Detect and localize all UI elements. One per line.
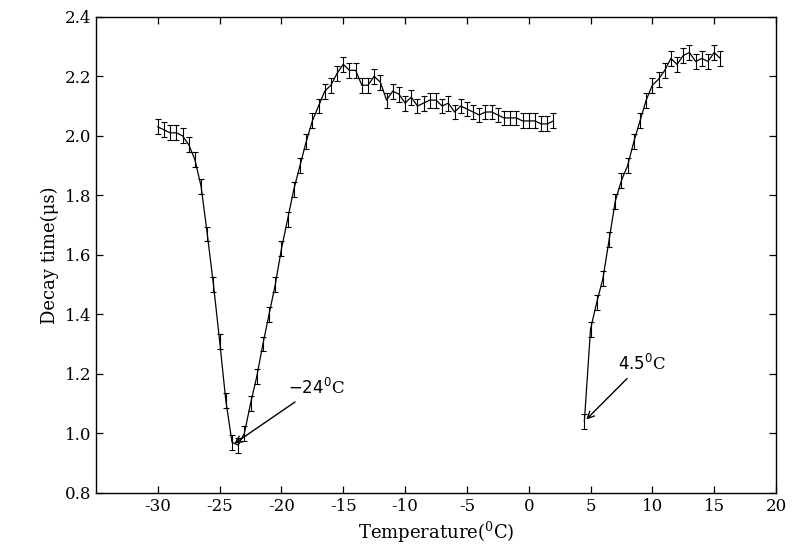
Text: $-24^0$C: $-24^0$C <box>235 377 345 443</box>
X-axis label: Temperature($\mathregular{^0}$C): Temperature($\mathregular{^0}$C) <box>358 520 514 545</box>
Y-axis label: Decay time(μs): Decay time(μs) <box>41 186 59 324</box>
Text: $4.5^0$C: $4.5^0$C <box>587 354 666 418</box>
